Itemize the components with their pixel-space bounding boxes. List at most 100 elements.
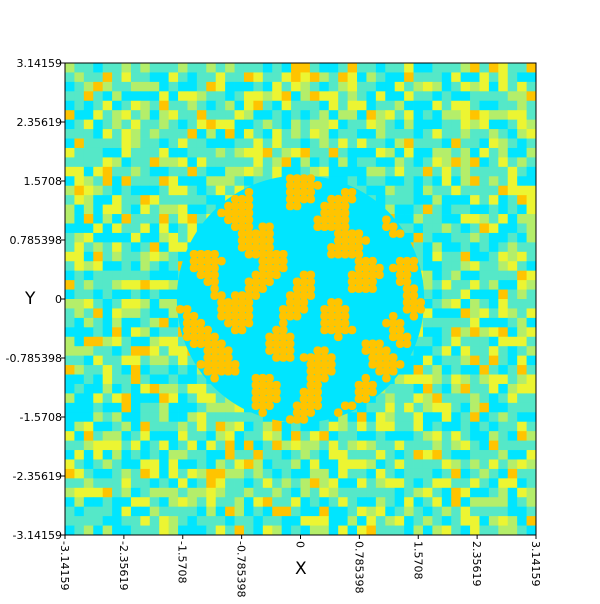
heatmap-cell bbox=[441, 299, 452, 309]
heatmap-cell bbox=[479, 516, 490, 526]
heatmap-cell bbox=[159, 147, 170, 158]
pattern-cell bbox=[389, 353, 398, 362]
heatmap-cell bbox=[93, 412, 104, 423]
heatmap-cell bbox=[394, 497, 405, 508]
heatmap-cell bbox=[470, 412, 480, 423]
pattern-cell bbox=[389, 360, 398, 369]
heatmap-cell bbox=[93, 506, 104, 517]
heatmap-cell bbox=[451, 138, 462, 149]
heatmap-cell bbox=[234, 166, 245, 177]
heatmap-cell bbox=[451, 91, 462, 102]
heatmap-cell bbox=[187, 185, 198, 196]
heatmap-cell bbox=[159, 72, 170, 83]
pattern-cell bbox=[306, 353, 316, 362]
heatmap-cell bbox=[422, 336, 433, 347]
heatmap-cell bbox=[112, 166, 122, 177]
heatmap-cell bbox=[422, 478, 433, 489]
pattern-cell bbox=[182, 311, 192, 321]
heatmap-cell bbox=[451, 72, 462, 83]
pattern-cell bbox=[265, 332, 274, 342]
heatmap-cell bbox=[319, 100, 330, 111]
pattern-cell bbox=[368, 387, 377, 397]
heatmap-cell bbox=[309, 110, 320, 121]
heatmap-cell bbox=[234, 468, 245, 479]
heatmap-cell bbox=[498, 195, 509, 205]
heatmap-cell bbox=[498, 468, 509, 479]
heatmap-cell bbox=[404, 374, 414, 385]
heatmap-cell bbox=[253, 525, 264, 536]
heatmap-cell bbox=[526, 478, 537, 489]
pattern-cell bbox=[361, 346, 371, 355]
heatmap-cell bbox=[432, 317, 443, 328]
heatmap-cell bbox=[65, 336, 75, 347]
heatmap-cell bbox=[149, 336, 160, 347]
pattern-cell bbox=[251, 394, 261, 404]
heatmap-cell bbox=[526, 308, 537, 319]
heatmap-cell bbox=[130, 497, 141, 508]
heatmap-cell bbox=[479, 72, 490, 83]
heatmap-cell bbox=[441, 355, 452, 366]
heatmap-cell bbox=[451, 440, 462, 451]
heatmap-cell bbox=[526, 270, 537, 281]
heatmap-cell bbox=[300, 138, 311, 149]
x-tick-label: -3.14159 bbox=[58, 541, 71, 590]
heatmap-cell bbox=[357, 516, 367, 526]
heatmap-cell bbox=[479, 459, 490, 470]
heatmap-cell bbox=[225, 100, 235, 111]
heatmap-cell bbox=[470, 308, 480, 319]
heatmap-cell bbox=[526, 506, 537, 517]
heatmap-cell bbox=[65, 129, 75, 139]
heatmap-cell bbox=[65, 497, 75, 508]
heatmap-cell bbox=[432, 166, 443, 177]
heatmap-cell bbox=[83, 242, 94, 253]
heatmap-cell bbox=[130, 147, 141, 158]
heatmap-cell bbox=[470, 478, 480, 489]
heatmap-cell bbox=[74, 91, 85, 102]
heatmap-cell bbox=[206, 81, 217, 92]
pattern-cell bbox=[217, 353, 226, 362]
heatmap-cell bbox=[300, 506, 311, 517]
heatmap-cell bbox=[196, 516, 207, 526]
heatmap-cell bbox=[121, 232, 132, 243]
heatmap-cell bbox=[517, 147, 527, 158]
heatmap-cell bbox=[215, 402, 226, 413]
heatmap-cell bbox=[309, 506, 320, 517]
pattern-cell bbox=[237, 236, 247, 245]
heatmap-cell bbox=[121, 336, 132, 347]
heatmap-cell bbox=[65, 506, 75, 517]
heatmap-cell bbox=[83, 355, 94, 366]
heatmap-cell bbox=[413, 374, 424, 385]
heatmap-cell bbox=[347, 459, 358, 470]
heatmap-cell bbox=[140, 393, 151, 404]
heatmap-cell bbox=[178, 204, 188, 215]
heatmap-cell bbox=[121, 100, 132, 111]
heatmap-cell bbox=[234, 129, 245, 139]
heatmap-cell bbox=[517, 91, 527, 102]
heatmap-cell bbox=[140, 487, 151, 498]
heatmap-cell bbox=[83, 100, 94, 111]
heatmap-cell bbox=[394, 119, 405, 130]
heatmap-cell bbox=[83, 393, 94, 404]
pattern-cell bbox=[382, 346, 391, 355]
heatmap-cell bbox=[234, 157, 245, 168]
heatmap-cell bbox=[517, 280, 527, 290]
heatmap-cell bbox=[441, 459, 452, 470]
heatmap-cell bbox=[93, 138, 104, 149]
pattern-cell bbox=[409, 291, 419, 300]
heatmap-cell bbox=[507, 506, 518, 517]
heatmap-cell bbox=[470, 402, 480, 413]
pattern-cell bbox=[196, 256, 206, 266]
heatmap-cell bbox=[498, 166, 509, 177]
heatmap-cell bbox=[140, 450, 151, 460]
heatmap-cell bbox=[234, 72, 245, 83]
heatmap-cell bbox=[187, 506, 198, 517]
heatmap-cell bbox=[206, 450, 217, 460]
heatmap-cell bbox=[517, 506, 527, 517]
pattern-cell bbox=[217, 339, 226, 349]
heatmap-cell bbox=[479, 412, 490, 423]
heatmap-cell bbox=[74, 119, 85, 130]
heatmap-cell bbox=[526, 100, 537, 111]
heatmap-cell bbox=[432, 147, 443, 158]
heatmap-cell bbox=[347, 63, 358, 73]
heatmap-cell bbox=[168, 91, 179, 102]
